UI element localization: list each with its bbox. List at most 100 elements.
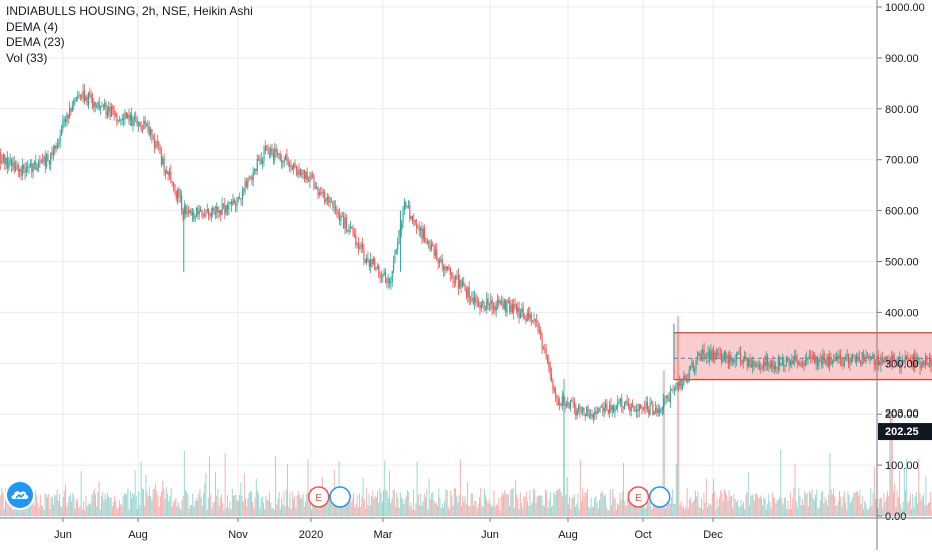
volume-bar	[67, 503, 68, 516]
volume-bar	[925, 476, 926, 516]
volume-bar	[268, 501, 269, 516]
volume-bar	[383, 490, 384, 516]
indicator-dema-23[interactable]: DEMA (23)	[6, 35, 253, 51]
volume-bar	[34, 506, 35, 516]
volume-bar	[52, 496, 53, 516]
candle-body	[508, 301, 509, 302]
candle-body	[926, 356, 927, 365]
candle-body	[377, 266, 378, 269]
candle-body	[709, 351, 710, 359]
volume-bar	[132, 493, 133, 516]
candle-body	[655, 408, 656, 412]
candle-body	[716, 353, 717, 360]
volume-bar	[785, 498, 786, 516]
candle-body	[486, 299, 487, 310]
volume-bar	[723, 501, 724, 516]
candle-body	[862, 352, 863, 364]
volume-bar	[795, 464, 796, 516]
volume-bar	[281, 498, 282, 516]
volume-bar	[915, 496, 916, 516]
candle-body	[393, 262, 394, 270]
volume-bar	[64, 491, 65, 516]
candle-body	[276, 148, 277, 151]
candle-body	[502, 303, 503, 308]
volume-bar	[359, 493, 360, 516]
indicator-volume[interactable]: Vol (33)	[6, 51, 253, 67]
candle-body	[527, 313, 528, 321]
candle-body	[840, 355, 841, 359]
volume-bar	[315, 506, 316, 516]
volume-bar	[775, 504, 776, 516]
candle-body	[485, 310, 486, 311]
volume-bar	[669, 503, 670, 516]
candle-body	[442, 259, 443, 265]
candle-body	[236, 199, 237, 205]
volume-bar	[595, 496, 596, 516]
volume-bar	[917, 503, 918, 516]
candle-body	[585, 414, 586, 416]
volume-bar	[227, 495, 228, 516]
candle-body	[693, 362, 694, 371]
volume-bar	[192, 493, 193, 516]
volume-bar	[82, 509, 83, 516]
volume-bar	[365, 509, 366, 516]
candle-body	[169, 172, 170, 175]
volume-bar	[772, 493, 773, 516]
candle-body	[261, 159, 262, 163]
candle-body	[845, 356, 846, 361]
candle-body	[519, 308, 520, 318]
candle-body	[623, 406, 624, 409]
candle-body	[181, 195, 182, 210]
volume-bar	[355, 504, 356, 516]
volume-bar	[510, 490, 511, 516]
volume-bar	[317, 509, 318, 516]
volume-bar	[843, 496, 844, 516]
volume-bar	[210, 495, 211, 516]
volume-bar	[175, 498, 176, 516]
volume-bar	[646, 507, 647, 516]
volume-bar	[792, 499, 793, 516]
volume-bar	[155, 483, 156, 516]
volume-bar	[205, 473, 206, 516]
volume-bar	[808, 506, 809, 516]
volume-bar	[51, 497, 52, 516]
volume-bar	[499, 510, 500, 516]
volume-bar	[503, 495, 504, 516]
candle-body	[454, 282, 455, 283]
volume-bar	[291, 509, 292, 516]
volume-bar	[95, 494, 96, 516]
symbol-title[interactable]: INDIABULLS HOUSING, 2h, NSE, Heikin Ashi	[6, 4, 253, 20]
candle-body	[490, 300, 491, 303]
candle-body	[3, 154, 4, 161]
candle-body	[226, 205, 227, 213]
volume-bar	[161, 492, 162, 516]
volume-bar	[478, 504, 479, 516]
volume-bar	[211, 508, 212, 516]
volume-bar	[153, 489, 154, 516]
candle-body	[509, 301, 510, 312]
volume-bar	[532, 502, 533, 516]
volume-bar	[712, 493, 713, 516]
price-axis[interactable]: 0.00100.00200.00300.00400.00500.00600.00…	[877, 0, 932, 550]
candle-body	[841, 359, 842, 363]
candle-body	[29, 167, 30, 168]
indicator-dema-4[interactable]: DEMA (4)	[6, 20, 253, 36]
tradingview-logo-icon[interactable]	[7, 482, 33, 508]
volume-bar	[855, 493, 856, 516]
candle-body	[702, 350, 703, 355]
volume-bar	[735, 499, 736, 516]
volume-bar	[838, 501, 839, 516]
candle-body	[282, 162, 283, 163]
volume-bar	[864, 501, 865, 516]
candle-body	[118, 121, 119, 122]
candle-body	[859, 357, 860, 361]
volume-bar	[924, 506, 925, 516]
candle-body	[871, 356, 872, 357]
candle-body	[316, 187, 317, 189]
volume-bar	[923, 495, 924, 516]
volume-bar	[54, 495, 55, 516]
candle-body	[505, 300, 506, 312]
